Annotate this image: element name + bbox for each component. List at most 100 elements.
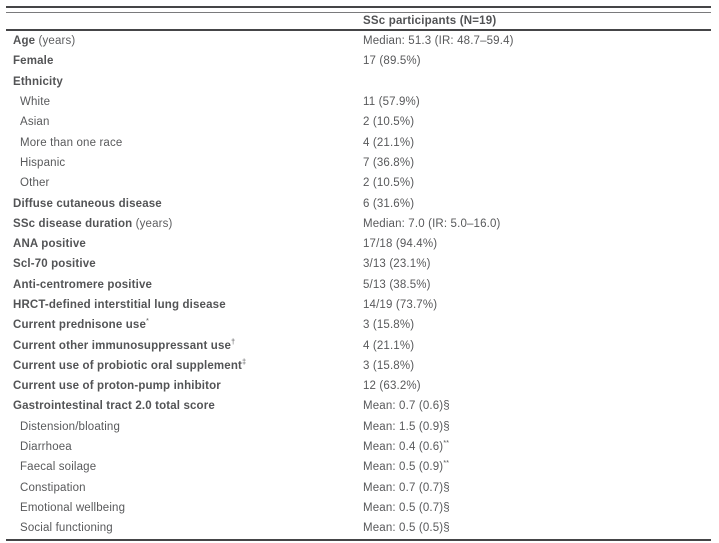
table-row: Female 17 (89.5%)	[6, 51, 711, 71]
row-label-text: Gastrointestinal tract 2.0 total score	[13, 400, 215, 413]
row-label-text: Social functioning	[20, 522, 113, 535]
row-value: Mean: 0.5 (0.5)§	[363, 522, 711, 534]
row-value-text: 3 (15.8%)	[363, 319, 415, 332]
row-label: Emotional wellbeing	[6, 502, 363, 514]
table-header-row: SSc participants (N=19)	[6, 13, 711, 29]
row-value: Mean: 0.5 (0.7)§	[363, 502, 711, 514]
table-row: Asian 2 (10.5%)	[6, 112, 711, 132]
table-row: White 11 (57.9%)	[6, 92, 711, 112]
row-label-text: Diffuse cutaneous disease	[13, 197, 162, 210]
row-label-text: Female	[13, 55, 54, 68]
row-value: 2 (10.5%)	[363, 116, 711, 128]
table-top-rule	[6, 6, 711, 8]
row-value: 17 (89.5%)	[363, 55, 711, 67]
table-bottom-rule	[6, 539, 711, 542]
row-label: ANA positive	[6, 238, 363, 250]
row-value: Median: 7.0 (IR: 5.0–16.0)	[363, 218, 711, 230]
table-row: Ethnicity	[6, 72, 711, 92]
row-label-text: Faecal soilage	[20, 461, 97, 474]
row-value: Mean: 0.5 (0.9)**	[363, 458, 711, 474]
row-value: Mean: 0.7 (0.6)§	[363, 400, 711, 412]
table-row: Current use of proton-pump inhibitor 12 …	[6, 376, 711, 396]
header-bottom-rule	[6, 29, 711, 31]
row-label: SSc disease duration (years)	[6, 218, 363, 230]
row-value: 4 (21.1%)	[363, 340, 711, 352]
row-label-text: Other	[20, 177, 50, 190]
row-label: Distension/bloating	[6, 421, 363, 433]
table-row: More than one race 4 (21.1%)	[6, 132, 711, 152]
row-value-marker: **	[443, 438, 450, 448]
table-row: Current other immunosuppressant use† 4 (…	[6, 335, 711, 355]
row-label-text: Constipation	[20, 481, 86, 494]
table-row: ANA positive 17/18 (94.4%)	[6, 234, 711, 254]
row-value-text: 17/18 (94.4%)	[363, 238, 438, 251]
row-label-unit: (years)	[35, 35, 76, 48]
row-value-text: 2 (10.5%)	[363, 177, 415, 190]
row-value-text: Median: 51.3 (IR: 48.7–59.4)	[363, 35, 514, 48]
row-label-text: Anti-centromere positive	[13, 278, 153, 291]
row-value-text: 3/13 (23.1%)	[363, 258, 431, 271]
row-label: Current use of probiotic oral supplement…	[6, 357, 363, 372]
row-label: White	[6, 96, 363, 108]
row-label-text: Scl-70 positive	[13, 258, 96, 271]
row-value: Mean: 0.7 (0.7)§	[363, 482, 711, 494]
row-label: More than one race	[6, 137, 363, 149]
row-value-text: 6 (31.6%)	[363, 197, 415, 210]
participants-table: SSc participants (N=19) Age (years) Medi…	[6, 0, 711, 542]
row-label: Current other immunosuppressant use†	[6, 336, 363, 352]
row-label: Hispanic	[6, 157, 363, 169]
table-row: Faecal soilage Mean: 0.5 (0.9)**	[6, 457, 711, 477]
row-label-text: Distension/bloating	[20, 420, 121, 433]
row-label: Female	[6, 55, 363, 67]
row-label-text: White	[20, 96, 51, 109]
row-value-text: Mean: 0.5 (0.9)	[363, 461, 444, 474]
row-label-marker: †	[231, 336, 236, 346]
row-value: 7 (36.8%)	[363, 157, 711, 169]
table-row: Other 2 (10.5%)	[6, 173, 711, 193]
row-label-text: Current use of probiotic oral supplement	[13, 359, 242, 372]
table-row: Age (years) Median: 51.3 (IR: 48.7–59.4)	[6, 31, 711, 51]
row-label: Anti-centromere positive	[6, 279, 363, 291]
row-label-text: SSc disease duration	[13, 217, 133, 230]
table-row: Social functioning Mean: 0.5 (0.5)§	[6, 518, 711, 538]
row-value-text: Mean: 0.7 (0.6)§	[363, 400, 450, 413]
table-row: SSc disease duration (years) Median: 7.0…	[6, 214, 711, 234]
row-value: 5/13 (38.5%)	[363, 279, 711, 291]
row-value-text: 11 (57.9%)	[363, 96, 420, 109]
row-label: Age (years)	[6, 35, 363, 47]
row-value: 11 (57.9%)	[363, 96, 711, 108]
row-value: 17/18 (94.4%)	[363, 238, 711, 250]
row-label: Social functioning	[6, 522, 363, 534]
row-value-text: 5/13 (38.5%)	[363, 278, 431, 291]
row-label: Current prednisone use*	[6, 317, 363, 331]
table-row: Emotional wellbeing Mean: 0.5 (0.7)§	[6, 498, 711, 518]
row-label-text: HRCT-defined interstitial lung disease	[13, 299, 226, 311]
row-label-text: ANA positive	[13, 238, 86, 251]
row-label-marker: ‡	[242, 357, 247, 367]
row-label-text: Ethnicity	[13, 75, 63, 88]
table-row: Gastrointestinal tract 2.0 total score M…	[6, 396, 711, 416]
table-row: Current prednisone use* 3 (15.8%)	[6, 315, 711, 335]
row-value: 6 (31.6%)	[363, 198, 711, 210]
row-label-text: Emotional wellbeing	[20, 501, 126, 514]
row-value-text: 3 (15.8%)	[363, 359, 415, 372]
row-label: Asian	[6, 116, 363, 128]
row-value-text: 14/19 (73.7%)	[363, 299, 438, 311]
row-value-marker: **	[443, 458, 450, 468]
row-value-text: Mean: 0.4 (0.6)	[363, 441, 444, 454]
row-label: Diffuse cutaneous disease	[6, 198, 363, 210]
row-value-text: Mean: 1.5 (0.9)§	[363, 420, 450, 433]
row-value: 12 (63.2%)	[363, 380, 711, 392]
row-label: Other	[6, 177, 363, 189]
row-label: Gastrointestinal tract 2.0 total score	[6, 400, 363, 412]
row-value: 2 (10.5%)	[363, 177, 711, 189]
row-label: Scl-70 positive	[6, 258, 363, 270]
row-value: 3 (15.8%)	[363, 319, 711, 331]
row-label-text: Hispanic	[20, 156, 66, 169]
row-value-text: Mean: 0.7 (0.7)§	[363, 481, 450, 494]
row-value: 3 (15.8%)	[363, 360, 711, 372]
row-label-text: Current use of proton-pump inhibitor	[13, 380, 221, 393]
row-value-text: 7 (36.8%)	[363, 156, 415, 169]
row-label: Ethnicity	[6, 76, 363, 88]
column-header-participants: SSc participants (N=19)	[363, 15, 497, 27]
